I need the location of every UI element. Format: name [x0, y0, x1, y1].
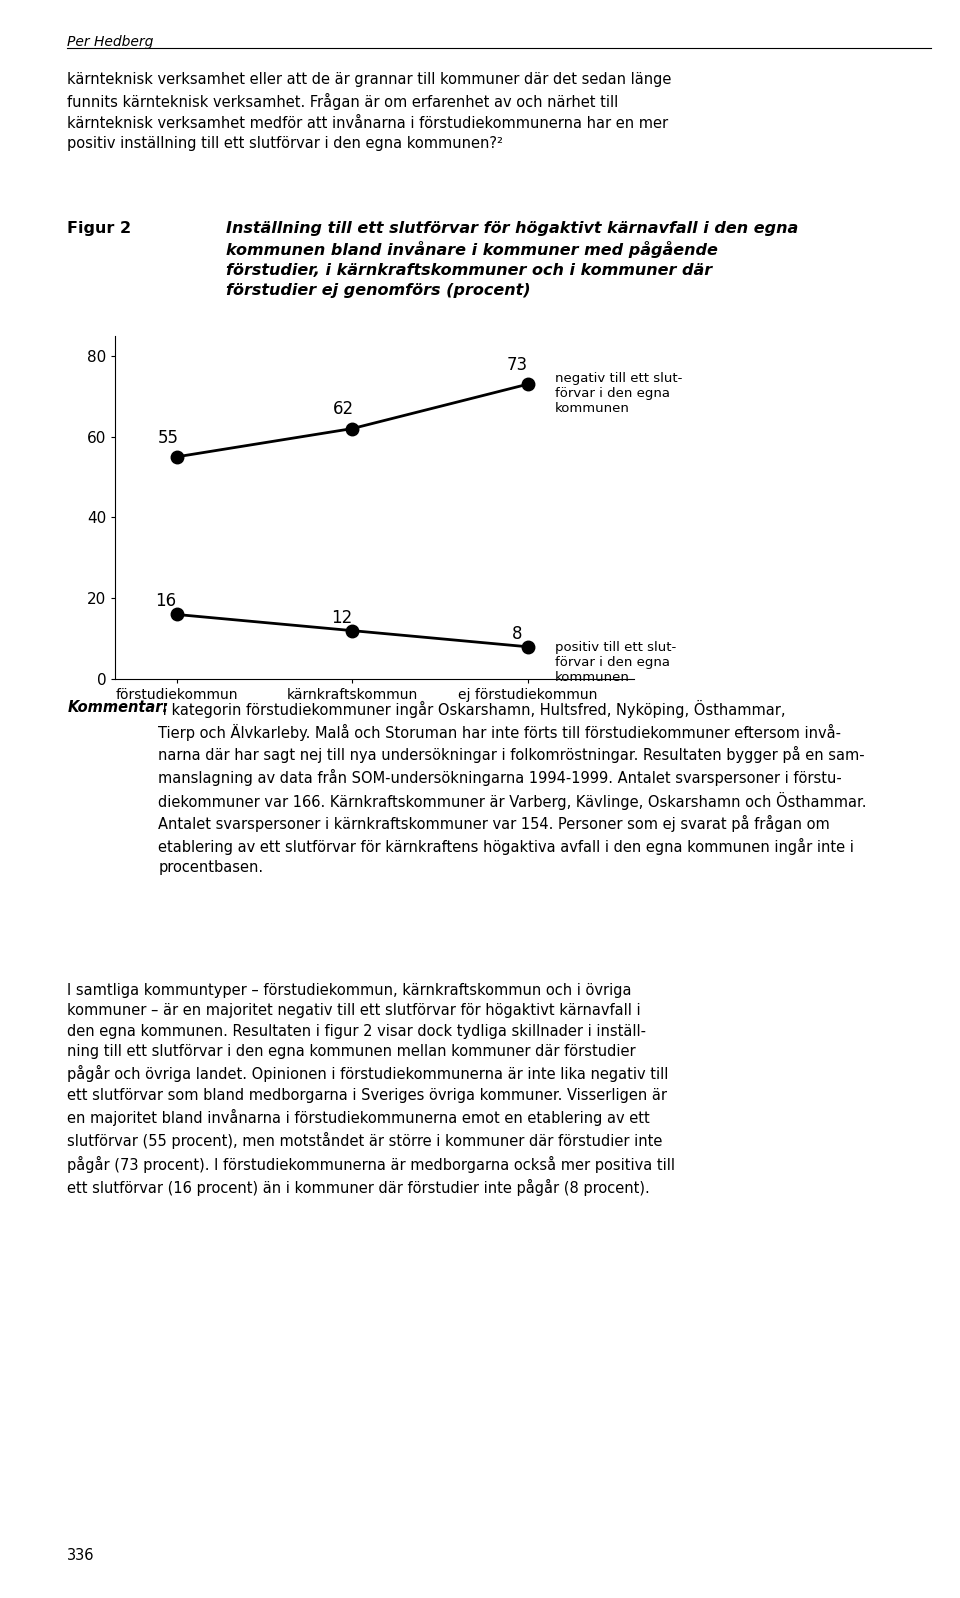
Text: positiv till ett slut-
förvar i den egna
kommunen: positiv till ett slut- förvar i den egna… [555, 641, 676, 684]
Text: kärnteknisk verksamhet eller att de är grannar till kommuner där det sedan länge: kärnteknisk verksamhet eller att de är g… [67, 72, 672, 152]
Text: Inställning till ett slutförvar för högaktivt kärnavfall i den egna
kommunen bla: Inställning till ett slutförvar för höga… [226, 221, 798, 297]
Text: negativ till ett slut-
förvar i den egna
kommunen: negativ till ett slut- förvar i den egna… [555, 372, 682, 415]
Text: Per Hedberg: Per Hedberg [67, 35, 154, 50]
Text: Kommentar:: Kommentar: [67, 700, 169, 714]
Text: 55: 55 [157, 428, 179, 447]
Text: 8: 8 [513, 625, 523, 642]
Text: 12: 12 [331, 609, 352, 626]
Text: 16: 16 [156, 593, 177, 610]
Text: 336: 336 [67, 1548, 95, 1563]
Text: 62: 62 [333, 401, 354, 419]
Text: I samtliga kommuntyper – förstudiekommun, kärnkraftskommun och i övriga
kommuner: I samtliga kommuntyper – förstudiekommun… [67, 983, 675, 1195]
Text: Figur 2: Figur 2 [67, 221, 132, 235]
Text: 73: 73 [507, 356, 528, 374]
Text: I kategorin förstudiekommuner ingår Oskarshamn, Hultsfred, Nyköping, Östhammar,
: I kategorin förstudiekommuner ingår Oska… [158, 700, 867, 874]
